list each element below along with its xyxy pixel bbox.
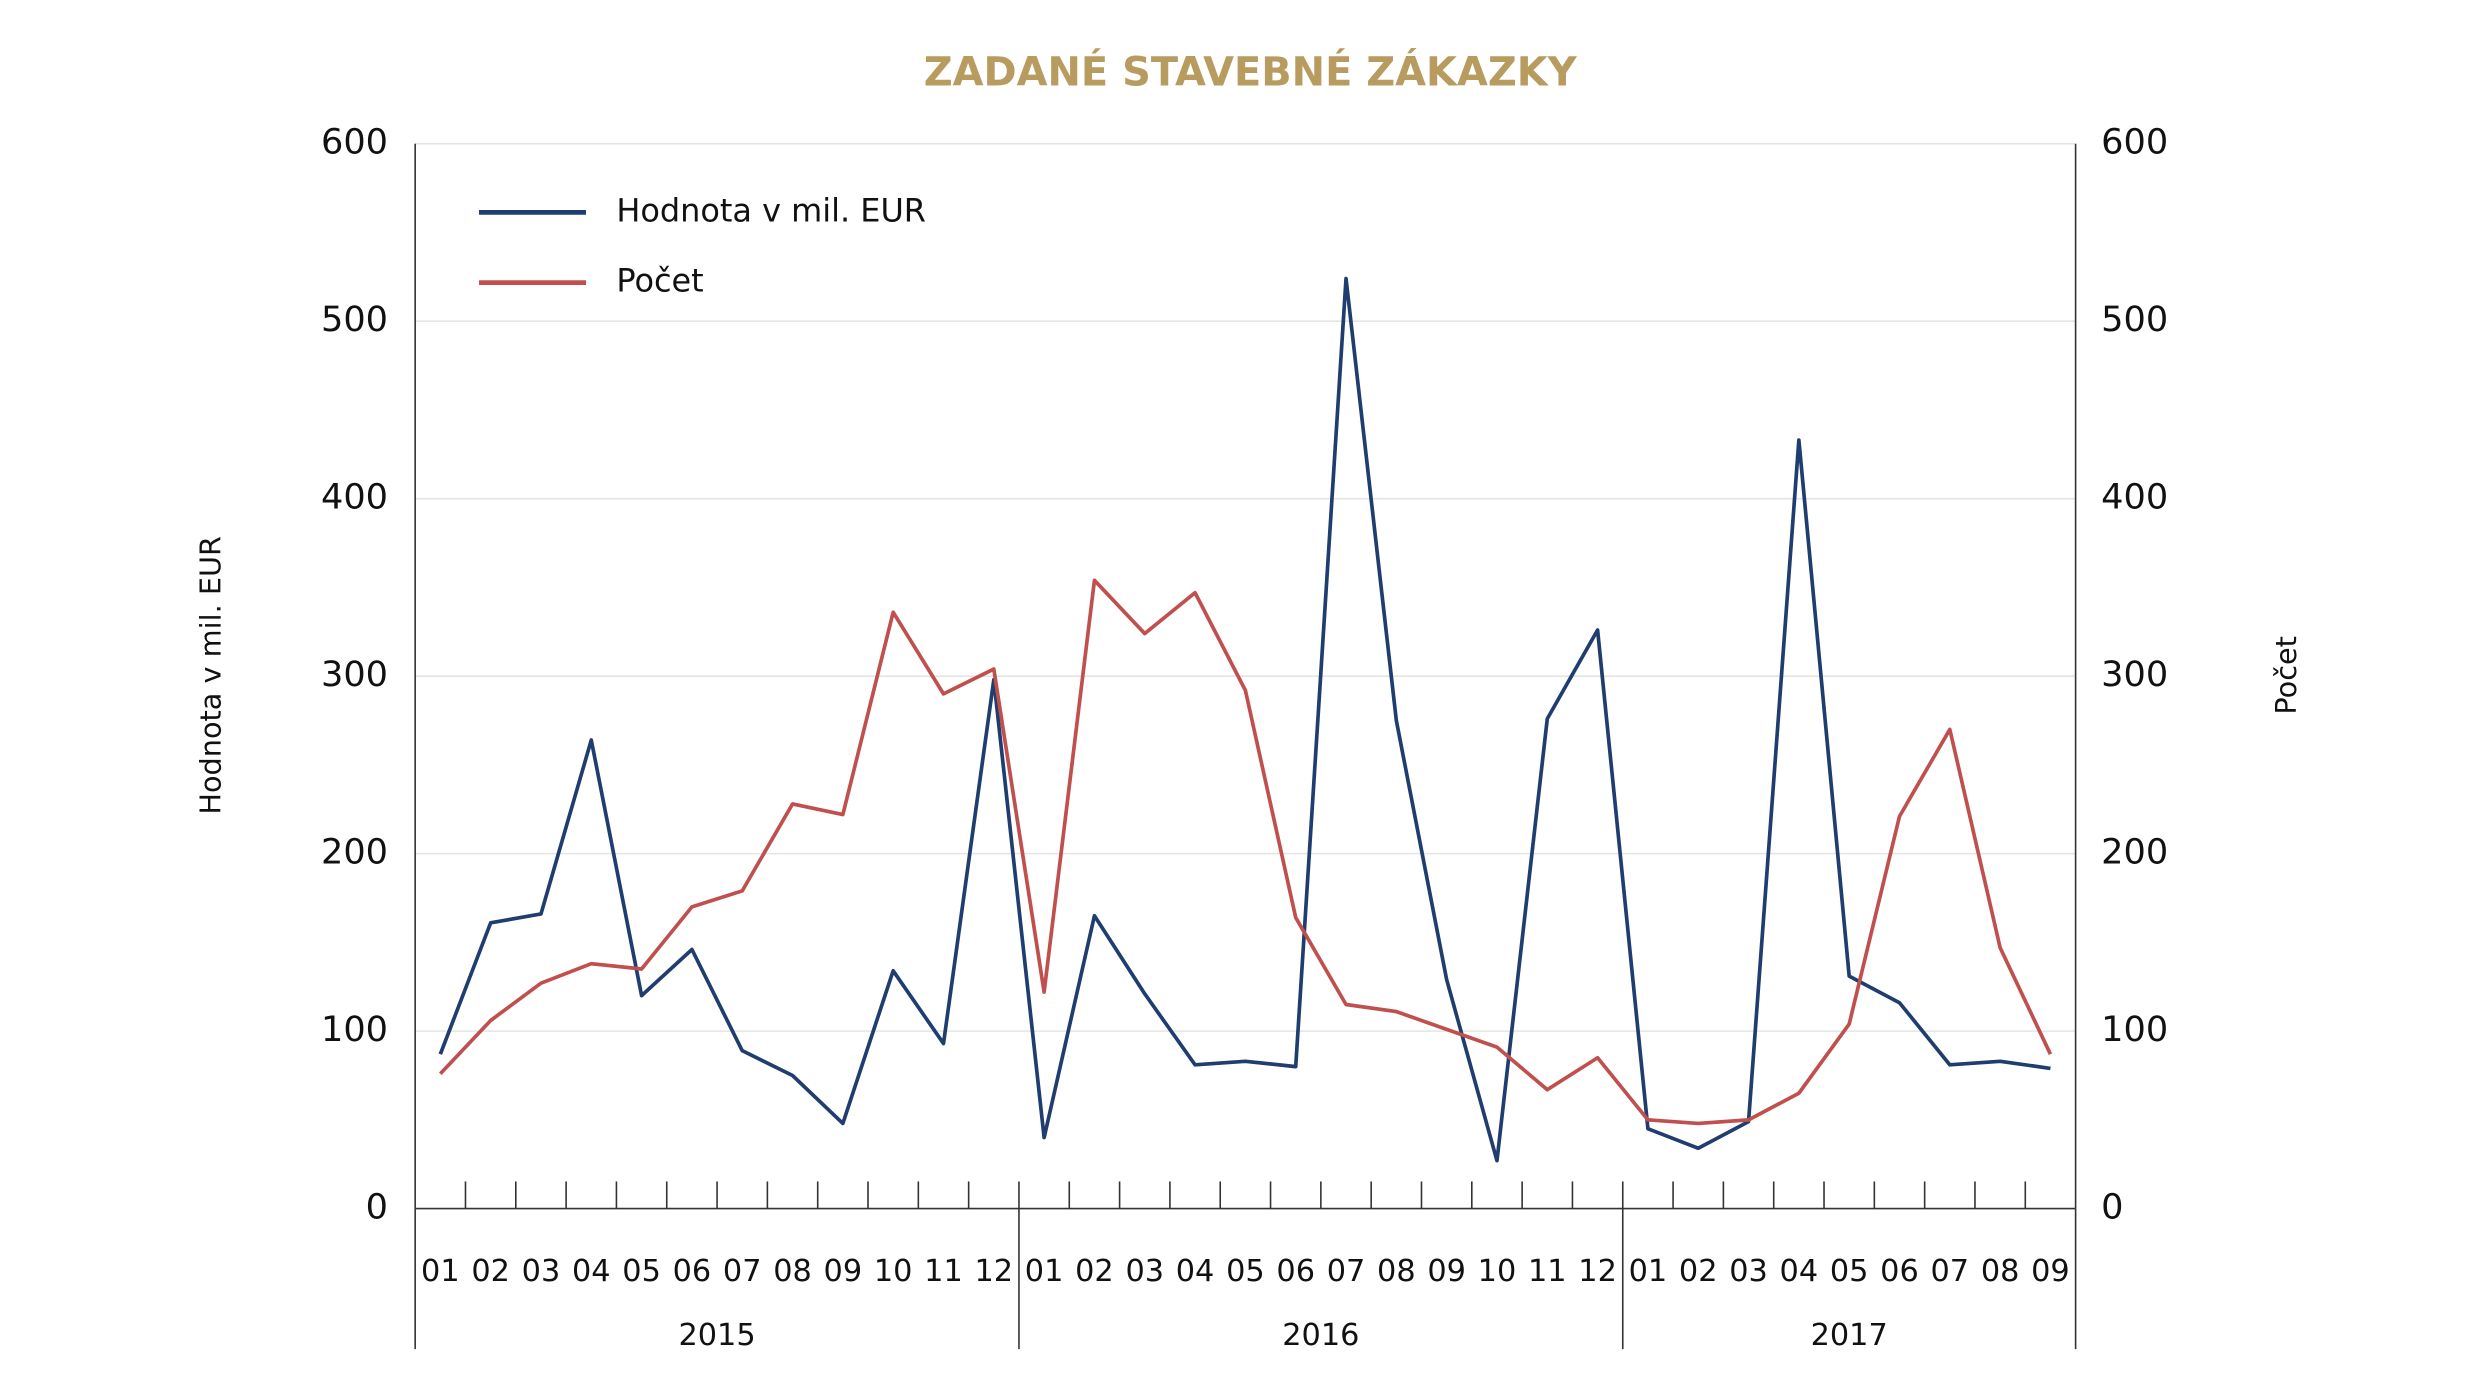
x-tick-label: 07 bbox=[1931, 1254, 1970, 1289]
x-tick-label: 04 bbox=[1780, 1254, 1819, 1289]
group-label: 2017 bbox=[1811, 1318, 1888, 1353]
group-label: 2015 bbox=[678, 1318, 755, 1353]
x-tick-label: 08 bbox=[1377, 1254, 1416, 1289]
x-tick-label: 06 bbox=[673, 1254, 712, 1289]
legend-label: Počet bbox=[616, 262, 703, 300]
y2-axis-label: Počet bbox=[2269, 636, 2303, 715]
y2-tick-label: 500 bbox=[2101, 299, 2168, 340]
chart-title: ZADANÉ STAVEBNÉ ZÁKAZKY bbox=[924, 49, 1578, 96]
x-tick-label: 09 bbox=[2031, 1254, 2070, 1289]
y2-tick-label: 400 bbox=[2101, 477, 2168, 518]
x-tick-label: 12 bbox=[975, 1254, 1014, 1289]
x-tick-label: 11 bbox=[1528, 1254, 1567, 1289]
x-tick-label: 03 bbox=[1125, 1254, 1164, 1289]
x-tick-label: 01 bbox=[421, 1254, 460, 1289]
y-tick-label: 100 bbox=[321, 1009, 388, 1050]
x-tick-label: 11 bbox=[924, 1254, 963, 1289]
x-tick-label: 06 bbox=[1276, 1254, 1315, 1289]
series-line bbox=[438, 578, 2053, 1126]
x-tick-label: 03 bbox=[1729, 1254, 1768, 1289]
y2-tick-label: 600 bbox=[2101, 122, 2168, 163]
y2-tick-label: 300 bbox=[2101, 654, 2168, 695]
y-tick-label: 400 bbox=[321, 477, 388, 518]
series-line bbox=[438, 276, 2051, 1163]
x-tick-label: 02 bbox=[471, 1254, 510, 1289]
x-tick-label: 10 bbox=[1478, 1254, 1517, 1289]
x-tick-label: 10 bbox=[874, 1254, 913, 1289]
x-tick-label: 06 bbox=[1880, 1254, 1919, 1289]
x-tick-label: 07 bbox=[723, 1254, 762, 1289]
x-tick-label: 02 bbox=[1679, 1254, 1718, 1289]
legend-label: Hodnota v mil. EUR bbox=[616, 191, 926, 229]
group-label: 2016 bbox=[1282, 1318, 1359, 1353]
y-axis-label: Hodnota v mil. EUR bbox=[193, 536, 227, 815]
x-tick-label: 07 bbox=[1327, 1254, 1366, 1289]
x-tick-label: 04 bbox=[1176, 1254, 1215, 1289]
x-tick-label: 03 bbox=[522, 1254, 561, 1289]
y-tick-label: 600 bbox=[321, 122, 388, 163]
x-tick-label: 08 bbox=[773, 1254, 812, 1289]
x-tick-label: 02 bbox=[1075, 1254, 1114, 1289]
x-tick-label: 01 bbox=[1025, 1254, 1064, 1289]
x-tick-label: 01 bbox=[1629, 1254, 1668, 1289]
x-tick-label: 08 bbox=[1981, 1254, 2020, 1289]
y2-tick-label: 200 bbox=[2101, 832, 2168, 873]
x-tick-label: 09 bbox=[824, 1254, 863, 1289]
x-tick-label: 04 bbox=[572, 1254, 611, 1289]
x-tick-label: 09 bbox=[1427, 1254, 1466, 1289]
y-tick-label: 0 bbox=[366, 1187, 388, 1228]
x-tick-label: 05 bbox=[1830, 1254, 1869, 1289]
y-tick-label: 300 bbox=[321, 654, 388, 695]
y2-tick-label: 0 bbox=[2101, 1187, 2123, 1228]
y2-tick-label: 100 bbox=[2101, 1009, 2168, 1050]
y-tick-label: 500 bbox=[321, 299, 388, 340]
x-tick-label: 05 bbox=[1226, 1254, 1265, 1289]
x-tick-label: 12 bbox=[1578, 1254, 1617, 1289]
x-tick-label: 05 bbox=[622, 1254, 661, 1289]
y-tick-label: 200 bbox=[321, 832, 388, 873]
